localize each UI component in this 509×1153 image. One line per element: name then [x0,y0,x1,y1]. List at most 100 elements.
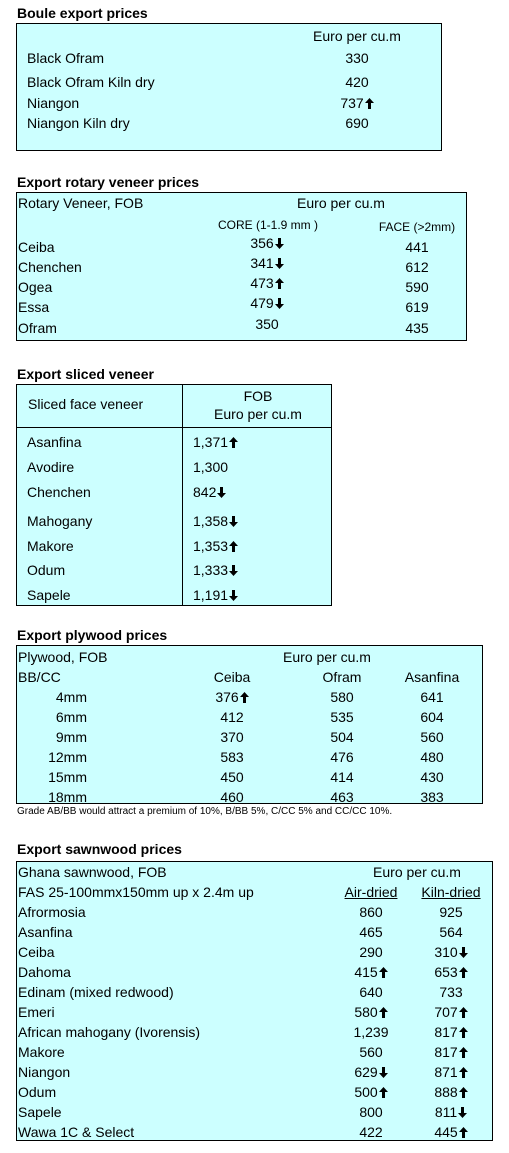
sliced-row-name-text: Avodire [27,459,75,475]
plywood-row-ofram: 580 [307,689,377,705]
arrow-up-icon [458,967,468,978]
arrow-up-icon [458,1127,468,1138]
sliced-row-name: Asanfina [27,434,81,450]
boule-row-name: Black Ofram [27,50,104,66]
plywood-row-size: 12mm [27,749,87,765]
sawn-row-kiln-text: 888 [434,1084,458,1100]
plywood-row-asanfina: 480 [392,749,472,765]
sliced-col-line2: Euro per cu.m [214,406,302,422]
sawn-row-air-text: 500 [354,1084,378,1100]
rotary-row-name-text: Ofram [18,320,57,336]
sawn-title: Export sawnwood prices [17,841,182,857]
sawn-row-kiln: 564 [411,924,491,940]
plywood-row-size-text: 4mm [55,689,87,705]
sawn-row-name-text: Dahoma [18,964,71,980]
plywood-row-ceiba: 376 [197,689,267,705]
sawn-row-air: 640 [335,984,407,1000]
rotary-row-face-text: 441 [405,239,429,255]
plywood-note: Grade AB/BB would attract a premium of 1… [17,806,393,817]
sliced-row-value-text: 1,300 [193,459,229,475]
plywood-row-asanfina-text: 480 [420,749,444,765]
sawn-row-kiln: 817 [411,1024,491,1040]
sliced-row-name-text: Makore [27,538,74,554]
plywood-row-ceiba-text: 412 [220,709,244,725]
arrow-down-icon [378,1067,388,1078]
arrow-up-icon [274,278,284,289]
arrow-up-icon [229,437,239,448]
arrow-down-icon [229,590,239,601]
rotary-row-face-text: 619 [405,299,429,315]
boule-row-name-text: Niangon [27,95,80,111]
sawn-row-name: Emeri [18,1004,55,1020]
plywood-row-asanfina: 560 [392,729,472,745]
sliced-row-value: 1,358 [193,513,239,529]
sawn-row-kiln: 445 [411,1124,491,1140]
arrow-up-icon [378,967,388,978]
sawn-row-air: 500 [335,1084,407,1100]
rotary-row-core: 341 [217,255,317,271]
rotary-row-face: 619 [367,299,467,315]
sawn-row-name-text: Odum [18,1084,57,1100]
rotary-row-face: 435 [367,320,467,336]
sliced-row-name: Chenchen [27,484,91,500]
rotary-col-core: CORE (1-1.9 mm ) [217,218,318,232]
boule-row-name: Niangon Kiln dry [27,115,130,131]
sawn-row-name-text: Makore [18,1044,65,1060]
sliced-row-value-text: 1,371 [193,434,229,450]
plywood-row-asanfina-text: 383 [420,789,444,805]
plywood-row-ofram-text: 414 [330,769,354,785]
sliced-row-value-text: 1,333 [193,562,229,578]
rotary-row-core-text: 356 [250,235,274,251]
arrow-down-icon [229,565,239,576]
rotary-row-name: Ceiba [18,239,55,255]
plywood-row-ofram: 476 [307,749,377,765]
plywood-row-ceiba-text: 376 [215,689,239,705]
boule-row-value: 330 [307,50,407,66]
sawn-row-name-text: African mahogany (Ivorensis) [18,1024,201,1040]
sliced-row-name: Odum [27,562,65,578]
arrow-up-icon [364,98,374,109]
plywood-row-asanfina: 604 [392,709,472,725]
sawn-row-kiln-text: 564 [439,924,463,940]
boule-row-name-text: Black Ofram [27,50,105,66]
sawn-row-name-text: Niangon [18,1064,71,1080]
sliced-row-name-text: Sapele [27,587,71,603]
sliced-row-value: 1,353 [193,538,239,554]
sawn-row-name-text: Emeri [18,1004,55,1020]
rotary-row-face-text: 612 [405,259,429,275]
sawn-row-air-text: 629 [354,1064,378,1080]
rotary-unit: Euro per cu.m [297,195,385,211]
plywood-row-asanfina-text: 560 [420,729,444,745]
sliced-row-name-text: Asanfina [27,434,82,450]
sawn-row-kiln: 811 [411,1104,491,1120]
sliced-row-value-text: 1,358 [193,513,229,529]
plywood-row-ceiba: 370 [197,729,267,745]
sawn-row-air: 560 [335,1044,407,1060]
sawn-row-kiln-text: 310 [434,944,458,960]
sliced-row-name: Mahogany [27,513,92,529]
rotary-row-core: 350 [217,316,317,332]
plywood-row-ceiba: 412 [197,709,267,725]
arrow-down-icon [274,258,284,269]
sawn-table: Ghana sawnwood, FOB Euro per cu.m FAS 25… [16,861,493,1141]
plywood-row-size: 4mm [27,689,87,705]
sawn-row-air: 465 [335,924,407,940]
sawn-col-air: Air-dried [344,884,398,900]
sawn-row-kiln-text: 707 [434,1004,458,1020]
boule-row-value-text: 330 [345,50,369,66]
boule-row-value-text: 420 [345,74,369,90]
sawn-row-name: Niangon [18,1064,70,1080]
arrow-up-icon [458,1007,468,1018]
plywood-row-size: 15mm [27,769,87,785]
sawn-row-kiln: 925 [411,904,491,920]
sawn-row-air: 580 [335,1004,407,1020]
arrow-up-icon [458,1067,468,1078]
sliced-row-value: 1,333 [193,562,239,578]
sawn-row-name: Odum [18,1084,56,1100]
rotary-col-face: FACE (>2mm) [378,220,456,234]
rotary-row-name-text: Ceiba [18,239,55,255]
plywood-row-size: 18mm [27,789,87,805]
rotary-row-face-text: 590 [405,279,429,295]
sawn-row-kiln: 707 [411,1004,491,1020]
sawn-header: Ghana sawnwood, FOB [18,864,167,880]
